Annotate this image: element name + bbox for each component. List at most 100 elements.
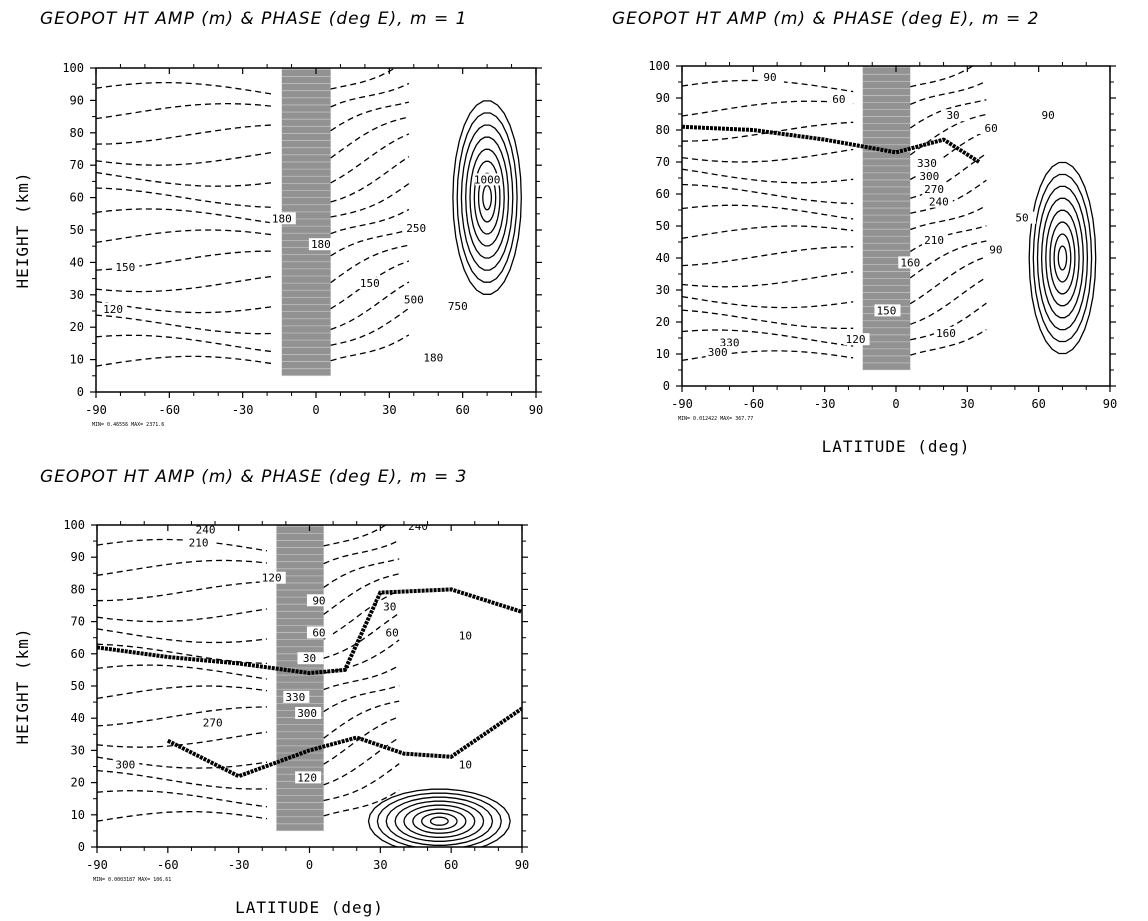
- contour-label: 90: [763, 71, 776, 84]
- phase-contour-line: [323, 589, 400, 640]
- amplitude-contour-line: [1053, 233, 1072, 283]
- phase-contour-line: [323, 685, 400, 713]
- contour-label-bg: [193, 525, 220, 536]
- y-tick-label: 20: [70, 320, 84, 334]
- contour-label: 120: [846, 333, 866, 346]
- contour-label: 60: [312, 626, 325, 639]
- y-tick-label: 70: [656, 155, 670, 169]
- contour-label-bg: [297, 652, 324, 665]
- x-tick-label: -90: [85, 403, 107, 417]
- phase-contour-line: [97, 731, 268, 748]
- contour-label-bg: [926, 195, 953, 208]
- phase-contour-line: [682, 100, 854, 117]
- panel-m2: GEOPOT HT AMP (m) & PHASE (deg E), m = 2…: [612, 9, 1117, 456]
- x-tick-label: 30: [382, 403, 396, 417]
- x-tick-label: 0: [892, 397, 899, 411]
- contour-label-bg: [113, 758, 140, 771]
- contour-label: 90: [989, 244, 1002, 257]
- phase-contour-line: [682, 350, 854, 362]
- contour-label: 120: [103, 303, 123, 316]
- contour-label: 180: [272, 212, 292, 225]
- phase-contour-line: [682, 204, 854, 220]
- phase-contour-line: [97, 538, 268, 552]
- contour-label: 750: [448, 300, 468, 313]
- contour-label: 270: [924, 183, 944, 196]
- amplitude-contour-line: [1036, 185, 1089, 331]
- contour-label: 210: [189, 536, 209, 549]
- amplitude-contour-line: [1032, 173, 1093, 343]
- phase-contour-line: [330, 156, 410, 203]
- phase-contour-line: [323, 789, 400, 817]
- contour-label-bg: [200, 716, 227, 729]
- contour-label: 10: [459, 630, 472, 643]
- y-tick-label: 0: [77, 385, 84, 399]
- y-tick-label: 30: [70, 288, 84, 302]
- contour-label: 300: [919, 170, 939, 183]
- phase-contour-line: [96, 314, 273, 335]
- y-tick-label: 100: [648, 59, 670, 73]
- phase-contour-line: [323, 558, 400, 588]
- contour-label-bg: [377, 600, 404, 613]
- contour-label: 270: [203, 717, 223, 730]
- x-tick-label: 0: [306, 858, 313, 872]
- phase-contour-line: [96, 208, 273, 224]
- amplitude-contour-line: [1045, 209, 1080, 307]
- x-tick-label: -30: [228, 858, 250, 872]
- y-tick-label: 40: [71, 711, 85, 725]
- contour-label-bg: [269, 212, 296, 225]
- y-axis-label: HEIGHT (km): [13, 628, 32, 745]
- contour-label-bg: [933, 326, 960, 339]
- phase-contour-line: [97, 643, 268, 665]
- phase-contour-line: [96, 187, 273, 208]
- contour-label: 150: [877, 304, 897, 317]
- panel-m3: GEOPOT HT AMP (m) & PHASE (deg E), m = 3…: [13, 467, 529, 917]
- amplitude-contour-line: [452, 100, 522, 295]
- phase-contour-line: [682, 295, 854, 309]
- y-axis-label: HEIGHT (km): [13, 172, 32, 289]
- y-tick-label: 80: [71, 582, 85, 596]
- contour-label: 330: [917, 157, 937, 170]
- x-tick-label: 0: [312, 403, 319, 417]
- contour-label-bg: [979, 122, 1006, 134]
- phase-contour-line: [909, 255, 987, 305]
- phase-contour-line: [323, 716, 400, 765]
- x-axis-label: LATITUDE (deg): [235, 898, 384, 917]
- min-max-note: MIN= 0.0003187 MAX= 106.61: [93, 877, 171, 883]
- contour-label-bg: [295, 706, 322, 719]
- amplitude-contour-line: [456, 112, 518, 283]
- phase-contour-line: [330, 82, 410, 108]
- amplitude-contour-line: [473, 160, 501, 235]
- y-tick-label: 20: [71, 776, 85, 790]
- phase-contour-line: [323, 573, 400, 615]
- phase-contour-line: [96, 171, 273, 187]
- x-tick-label: -90: [671, 397, 693, 411]
- phase-contour-line: [97, 706, 268, 727]
- amplitude-contour-line: [1057, 245, 1068, 271]
- phase-contour-line: [682, 329, 854, 347]
- y-tick-label: 80: [70, 126, 84, 140]
- contour-label: 300: [708, 346, 728, 359]
- contour-label: 50: [1015, 212, 1028, 225]
- y-tick-label: 100: [62, 61, 84, 75]
- amplitude-contour-line: [1028, 161, 1097, 355]
- phase-contour-line: [910, 329, 987, 356]
- phase-contour-line: [909, 225, 987, 252]
- contour-label: 180: [423, 352, 443, 365]
- phase-contour-line: [682, 168, 854, 184]
- min-max-note: MIN= 0.012422 MAX= 367.77: [678, 416, 753, 422]
- phase-contour-line: [330, 334, 410, 362]
- contour-label-bg: [453, 758, 480, 771]
- y-tick-label: 10: [71, 808, 85, 822]
- contour-label: 1000: [474, 173, 501, 186]
- shaded-region: [862, 66, 911, 370]
- phase-contour-line: [323, 612, 400, 659]
- x-tick-label: 30: [373, 858, 387, 872]
- contour-label: 250: [406, 222, 426, 235]
- phase-contour-line: [909, 240, 987, 279]
- x-tick-label: -90: [86, 858, 108, 872]
- contour-label-bg: [259, 571, 286, 584]
- phase-contour-line: [96, 81, 273, 95]
- x-tick-label: 90: [529, 403, 543, 417]
- amplitude-contour-line: [385, 796, 494, 846]
- contour-label-bg: [283, 690, 310, 703]
